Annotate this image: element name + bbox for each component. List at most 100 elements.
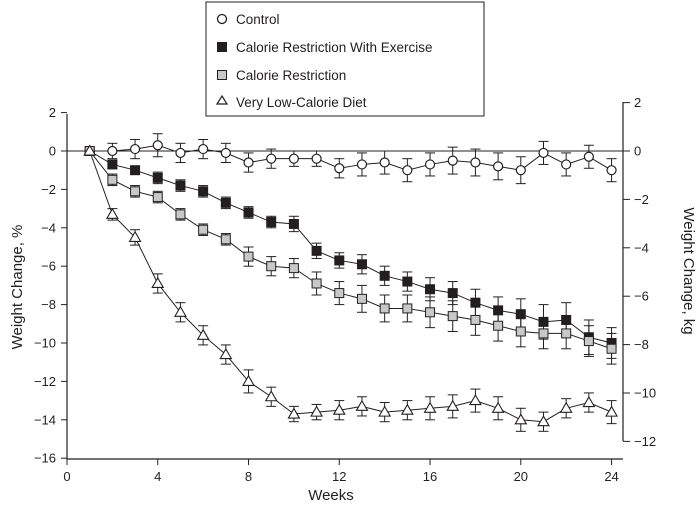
data-point (243, 251, 254, 262)
x-tick-label: 24 (604, 469, 618, 484)
legend-marker-cr (217, 70, 227, 80)
data-point (129, 143, 141, 155)
data-point (220, 147, 231, 159)
series-very-low-calorie-diet (83, 144, 619, 432)
data-point (243, 207, 254, 218)
y-tick-label: −10 (34, 336, 56, 351)
data-point (287, 407, 301, 419)
data-point (561, 159, 572, 170)
data-point (243, 157, 254, 168)
series-layer (83, 133, 619, 432)
data-point (173, 305, 187, 317)
data-point (83, 144, 97, 156)
data-point (515, 326, 526, 337)
data-point (266, 217, 277, 228)
data-point (470, 314, 481, 325)
data-point (400, 403, 414, 415)
data-point (425, 284, 436, 295)
series-calorie-restriction-with-exercise (84, 146, 617, 359)
data-point (470, 157, 481, 168)
data-point (402, 165, 413, 176)
data-point (310, 405, 324, 417)
data-point (355, 399, 369, 411)
data-point (559, 401, 573, 413)
data-point (446, 399, 460, 411)
data-point (175, 209, 186, 220)
data-point (198, 143, 209, 155)
data-point (311, 245, 322, 256)
data-point (424, 159, 436, 170)
legend-label-cre: Calorie Restriction With Exercise (236, 40, 433, 55)
legend-marker-cre (217, 42, 227, 52)
data-point (152, 192, 163, 203)
data-point (606, 165, 617, 176)
data-point (356, 293, 367, 304)
data-point (378, 405, 392, 417)
data-point (538, 147, 549, 159)
x-tick-label: 16 (423, 469, 437, 484)
data-point (605, 405, 619, 417)
y2-tick-label: −2 (634, 192, 649, 207)
x-ticks: 0 4 8 12 16 20 24 (63, 459, 619, 484)
data-point (356, 259, 367, 270)
x-tick-label: 12 (332, 469, 346, 484)
series-line (89, 150, 612, 350)
legend: Control Calorie Restriction With Exercis… (205, 1, 485, 117)
data-point (334, 288, 345, 299)
data-point (379, 270, 390, 281)
y-tick-label: 0 (49, 144, 56, 159)
data-point (447, 288, 458, 299)
y-ticks-right: 2 0 −2 −4 −6 −8 −10 −12 (623, 95, 656, 449)
y2-tick-label: −8 (634, 337, 649, 352)
legend-label-cr: Calorie Restriction (236, 68, 346, 83)
legend-marker-vlcd (215, 94, 229, 105)
data-point (242, 374, 255, 386)
data-point (493, 320, 504, 331)
series-line (89, 150, 612, 344)
data-point (583, 336, 594, 347)
data-point (514, 413, 528, 425)
data-point (288, 263, 299, 274)
y2-tick-label: −4 (634, 240, 649, 255)
data-point (334, 255, 345, 266)
legend-box (205, 1, 485, 117)
data-point (537, 415, 550, 427)
data-point (425, 307, 436, 318)
y-ticks-left: 2 0 −2 −4 −6 −8 −10 −12 −14 −16 (34, 105, 67, 466)
data-point (423, 401, 437, 413)
data-point (130, 165, 141, 176)
y2-tick-label: −6 (634, 289, 649, 304)
data-point (151, 276, 165, 289)
data-point (128, 230, 142, 242)
data-point (356, 159, 368, 170)
series-line (89, 150, 612, 423)
data-point (402, 276, 413, 287)
x-tick-label: 20 (514, 469, 528, 484)
data-point (130, 186, 141, 197)
data-point (219, 347, 233, 360)
x-tick-label: 0 (63, 469, 70, 484)
data-point (198, 224, 209, 235)
y-tick-label: −2 (41, 182, 56, 197)
data-point (447, 311, 458, 322)
series-control (84, 133, 617, 185)
x-tick-label: 8 (245, 469, 252, 484)
y2-axis-label: Weight Change, kg (680, 207, 697, 334)
data-point (332, 403, 346, 415)
data-point (220, 197, 231, 208)
series-line (89, 144, 612, 171)
legend-label-vlcd: Very Low-Calorie Diet (236, 95, 367, 110)
data-point (266, 153, 277, 164)
data-point (379, 157, 390, 168)
series-calorie-restriction (84, 146, 617, 365)
data-point (105, 207, 119, 219)
data-point (107, 145, 118, 157)
data-point (606, 343, 617, 354)
data-point (288, 218, 299, 229)
data-point (107, 159, 118, 170)
data-point (107, 174, 118, 185)
data-point (266, 261, 277, 272)
y-tick-label: −6 (41, 259, 56, 274)
data-point (538, 328, 549, 339)
data-point (402, 303, 413, 314)
